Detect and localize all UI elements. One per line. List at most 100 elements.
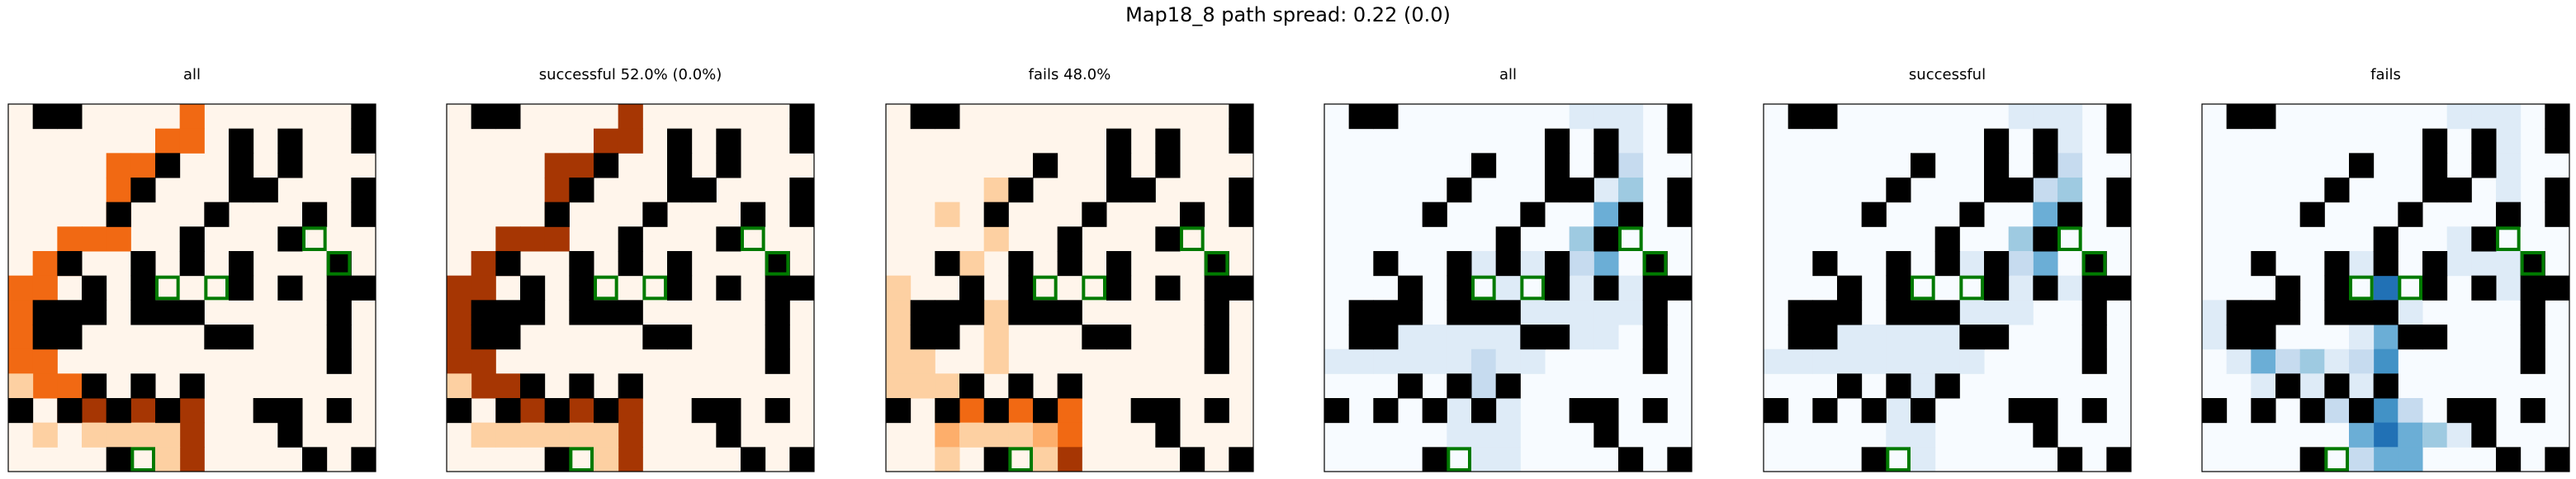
wall-cell [155,398,181,424]
wall-cell [1106,325,1132,350]
wall-cell [959,373,985,399]
wall-cell [204,202,230,227]
heatmap-cell [2033,178,2058,203]
heatmap-cell [2202,300,2228,325]
heatmap-cell [1422,325,1447,350]
wall-cell [2106,178,2132,203]
wall-cell [765,325,790,350]
wall-cell [544,447,570,472]
wall-cell [2057,202,2083,227]
heatmap-cell [2496,178,2522,203]
wall-cell [179,251,205,277]
heatmap-cell [983,422,1009,448]
target-marker [2324,447,2349,472]
wall-cell [2520,300,2545,325]
wall-cell [57,325,83,350]
wall-cell [106,398,131,424]
wall-cell [1984,325,2010,350]
wall-cell [1130,178,1156,203]
wall-cell [789,275,815,301]
heatmap-cell [1569,251,1594,277]
wall-cell [2520,398,2545,424]
wall-cell [1861,398,1887,424]
wall-cell [2545,275,2570,301]
heatmap-cell [983,325,1009,350]
wall-cell [741,202,766,227]
wall-cell [667,153,693,178]
heatmap-cell [447,349,472,374]
wall-cell [1106,153,1132,178]
wall-cell [2275,275,2301,301]
heatmap-cell [471,251,496,277]
heatmap-cell [82,398,107,424]
wall-cell [1348,325,1374,350]
wall-cell [277,128,303,154]
wall-cell [2251,300,2276,325]
wall-cell [1984,128,2010,154]
heatmap-cell [2373,447,2398,472]
heatmap-cell [1495,325,1521,350]
target-marker [155,275,180,301]
wall-cell [1495,373,1521,399]
heatmap-cell [1057,398,1082,424]
wall-cell [2422,153,2448,178]
wall-cell [1984,153,2010,178]
heatmap-cell [32,422,58,448]
heatmap-cell [1984,300,2010,325]
wall-cell [1812,300,1838,325]
wall-cell [326,349,352,374]
heatmap-cell [1959,349,1985,374]
target-marker [569,447,594,472]
wall-cell [2324,300,2350,325]
wall-cell [447,398,472,424]
wall-cell [326,251,352,277]
wall-cell [1155,275,1181,301]
wall-cell [229,325,254,350]
wall-cell [1837,373,1863,399]
heatmap-cell [1911,447,1936,472]
wall-cell [1422,447,1447,472]
heatmap-cell [2496,275,2522,301]
target-marker [302,226,327,251]
wall-cell [326,300,352,325]
heatmap-cell [1373,349,1399,374]
heatmap-cell [2373,349,2398,374]
wall-cell [32,325,58,350]
target-marker [326,251,352,276]
wall-cell [1422,202,1447,227]
wall-cell [1495,300,1521,325]
panel-title: successful 52.0% (0.0%) [538,66,722,83]
heatmap-cell [8,275,34,301]
heatmap-cell [618,128,643,154]
wall-cell [1886,178,1911,203]
heatmap-cell [1959,300,1985,325]
heatmap-cell [2033,202,2058,227]
wall-cell [229,178,254,203]
heatmap-cell [1520,349,1546,374]
wall-cell [765,251,790,277]
heatmap-cell [1520,300,1546,325]
heatmap-cell [130,422,156,448]
wall-cell [1545,128,1570,154]
heatmap-cell [1520,251,1546,277]
wall-cell [1520,325,1546,350]
heatmap-cell [1812,349,1838,374]
heatmap-cell [1471,251,1497,277]
heatmap-cell [2324,349,2350,374]
wall-cell [642,325,668,350]
wall-cell [82,373,107,399]
target-marker [2081,251,2107,276]
heatmap-cell [471,349,496,374]
wall-cell [1934,300,1960,325]
wall-cell [716,226,741,252]
heatmap-cell [2422,422,2448,448]
wall-cell [1593,275,1619,301]
target-marker [1911,275,1935,301]
wall-cell [1667,128,1693,154]
wall-cell [155,300,181,325]
wall-cell [2349,300,2375,325]
heatmap-cell [1861,349,1887,374]
wall-cell [983,447,1009,472]
heatmap-cell [57,226,83,252]
axes-frame [885,103,1254,472]
